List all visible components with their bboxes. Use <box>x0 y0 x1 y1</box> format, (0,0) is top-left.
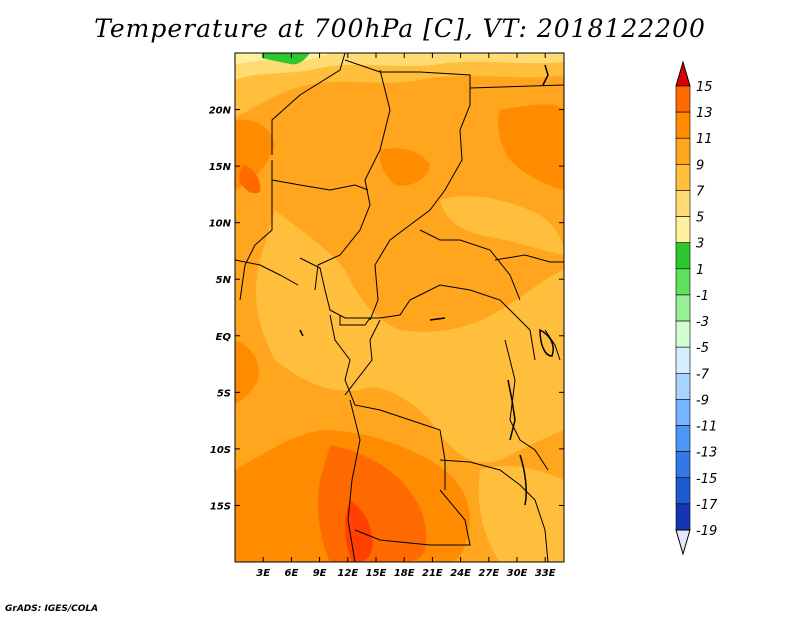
colorbar-label: -11 <box>696 420 717 435</box>
colorbar-label: -17 <box>696 498 718 513</box>
lakes-and-coast <box>299 64 554 506</box>
lon-tick-label: 15E <box>366 568 387 579</box>
colorbar-swatch <box>675 216 691 244</box>
lon-tick-label: 33E <box>535 568 556 579</box>
colorbar-swatch <box>675 399 691 426</box>
colorbar-label: -7 <box>696 367 710 382</box>
lat-tick-label: 5S <box>217 388 231 399</box>
lat-tick-label: 10S <box>210 445 231 456</box>
country-borders <box>235 53 564 562</box>
colorbar-label: 13 <box>696 106 713 121</box>
lon-tick-label: 18E <box>394 568 415 579</box>
colorbar-swatch <box>675 294 691 322</box>
latitude-axis: 20N 15N 10N 5N EQ 5S 10S 15S <box>209 106 564 512</box>
colorbar-label: -15 <box>696 472 717 487</box>
lat-tick-label: 20N <box>209 106 232 117</box>
colorbar-swatch <box>675 346 691 374</box>
colorbar: 15 13 11 9 7 5 3 1 -1 -3 -5 -7 -9 -11 -13 -15 -17 -19 <box>675 60 718 556</box>
colorbar-swatch <box>675 85 691 113</box>
lon-tick-label: 27E <box>478 568 499 579</box>
colorbar-label: -3 <box>696 315 709 330</box>
lon-tick-label: 24E <box>450 568 471 579</box>
colorbar-label: -5 <box>696 341 709 356</box>
colorbar-swatch <box>675 425 691 452</box>
colorbar-label: -13 <box>696 446 717 461</box>
colorbar-label: 11 <box>696 132 713 147</box>
colorbar-swatch <box>675 372 691 400</box>
longitude-axis: 3E 6E 9E 12E 15E 18E 21E 24E 27E 30E 33E <box>256 53 556 579</box>
colorbar-swatch <box>675 164 691 191</box>
colorbar-swatch <box>675 137 691 165</box>
map-title: Temperature at 700hPa [C], VT: 201812220… <box>94 14 706 43</box>
lat-tick-label: 10N <box>209 219 232 230</box>
colorbar-label: 3 <box>696 237 704 252</box>
colorbar-swatch <box>675 111 691 139</box>
lat-tick-label: 15N <box>209 162 232 173</box>
map-frame <box>234 52 565 563</box>
colorbar-swatch <box>675 190 691 217</box>
lon-tick-label: 21E <box>422 568 443 579</box>
grads-credit: GrADS: IGES/COLA <box>5 604 99 614</box>
lat-tick-label: 15S <box>210 501 231 512</box>
colorbar-label: 1 <box>696 263 704 278</box>
colorbar-top-arrow <box>675 60 691 87</box>
lon-tick-label: 9E <box>313 568 327 579</box>
colorbar-label: -19 <box>696 524 717 539</box>
lon-tick-label: 6E <box>285 568 299 579</box>
colorbar-label: -1 <box>696 289 709 304</box>
colorbar-swatch <box>675 503 691 531</box>
colorbar-swatch <box>675 477 691 505</box>
colorbar-label: 7 <box>696 184 705 199</box>
colorbar-swatch <box>675 451 691 479</box>
colorbar-swatch <box>675 320 691 348</box>
colorbar-bottom-arrow <box>675 529 691 556</box>
colorbar-label: 9 <box>696 158 704 173</box>
lon-tick-label: 3E <box>256 568 270 579</box>
colorbar-label: -9 <box>696 393 709 408</box>
colorbar-swatch <box>675 242 691 270</box>
colorbar-label: 15 <box>696 80 713 95</box>
lat-tick-label: EQ <box>216 332 232 343</box>
lat-tick-label: 5N <box>216 275 232 286</box>
lon-tick-label: 12E <box>337 568 358 579</box>
temperature-field <box>235 53 564 562</box>
colorbar-label: 5 <box>696 211 704 226</box>
lon-tick-label: 30E <box>507 568 528 579</box>
colorbar-swatch <box>675 268 691 296</box>
